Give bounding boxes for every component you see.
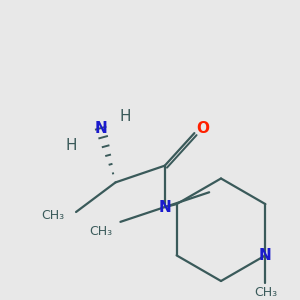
Text: O: O — [196, 121, 209, 136]
Text: H: H — [120, 109, 131, 124]
Text: N: N — [94, 121, 107, 136]
Text: CH₃: CH₃ — [254, 286, 277, 299]
Text: CH₃: CH₃ — [89, 225, 112, 238]
Text: H: H — [65, 138, 77, 153]
Text: N: N — [158, 200, 171, 214]
Text: CH₃: CH₃ — [41, 209, 64, 222]
Text: N: N — [259, 248, 272, 263]
